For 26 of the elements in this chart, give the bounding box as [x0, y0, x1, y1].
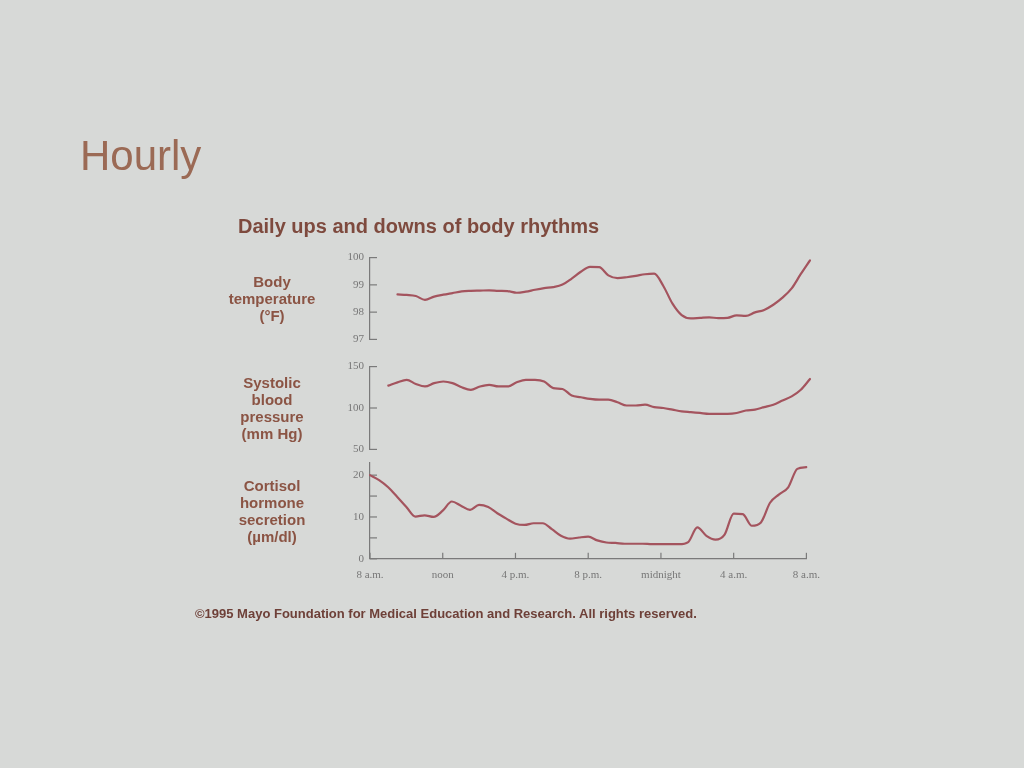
y-tick-label: 50: [353, 442, 365, 455]
y-tick-label: 98: [353, 305, 365, 318]
x-tick-label: 8 a.m.: [792, 568, 821, 581]
chart-subtitle: Daily ups and downs of body rhythms: [238, 215, 600, 238]
y-tick-label: 99: [353, 277, 365, 290]
line-series: [396, 259, 812, 320]
y-tick-label: 100: [347, 400, 365, 413]
x-tick-label: noon: [431, 568, 455, 581]
y-axis-title: Body temperature (°F): [227, 273, 317, 324]
text: ©1995 Mayo Foundation for Medical Education and Research. All rights reserved.: [195, 606, 697, 621]
y-tick-label: 97: [353, 332, 365, 345]
x-tick-label: midnight: [641, 568, 681, 581]
y-axis-title: Cortisol hormone secretion (µm/dl): [237, 477, 307, 545]
x-tick-label: 8 p.m.: [574, 568, 603, 581]
y-tick-label: 10: [353, 509, 365, 522]
y-tick-label: 150: [347, 359, 365, 372]
chart-title: Hourly: [80, 132, 202, 180]
line-series: [368, 466, 808, 546]
line-series: [387, 377, 812, 415]
y-tick-label: 100: [347, 250, 365, 263]
y-tick-label: 0: [358, 551, 365, 564]
x-tick-label: 4 p.m.: [501, 568, 530, 581]
x-tick-label: 8 a.m.: [356, 568, 384, 581]
y-axis-title: Systolic blood pressure (mm Hg): [239, 374, 305, 442]
x-tick-label: 4 a.m.: [720, 568, 748, 581]
y-tick-label: 20: [353, 468, 365, 481]
